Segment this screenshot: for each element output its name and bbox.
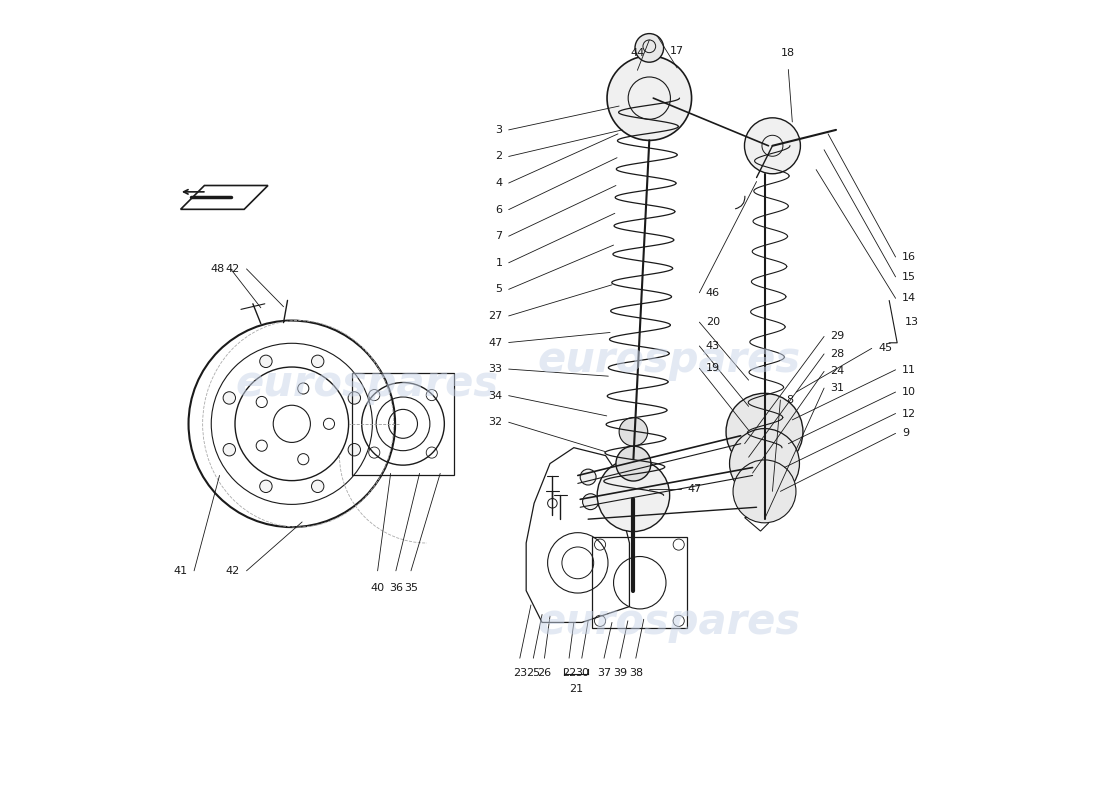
Text: 14: 14 [902,294,916,303]
Text: 13: 13 [905,317,920,326]
Text: 19: 19 [706,363,719,374]
Text: 22: 22 [562,668,576,678]
Text: 11: 11 [902,365,916,375]
Text: 42: 42 [226,566,240,576]
Text: 36: 36 [389,582,403,593]
Text: 6: 6 [495,205,503,214]
Text: 7: 7 [495,231,503,242]
Text: 17: 17 [670,46,684,56]
Text: 16: 16 [902,252,916,262]
Text: 47: 47 [488,338,503,347]
Text: 12: 12 [902,409,916,418]
Circle shape [634,482,652,501]
Text: eurospares: eurospares [538,339,801,382]
Text: 23: 23 [513,668,527,678]
Text: eurospares: eurospares [538,602,801,643]
Text: 4: 4 [495,178,503,188]
Text: 9: 9 [902,428,909,438]
Text: 45: 45 [878,343,892,354]
Text: 46: 46 [706,288,719,298]
Circle shape [583,494,598,510]
Text: 30: 30 [575,668,589,678]
Text: 33: 33 [488,364,503,374]
Circle shape [728,430,745,446]
Text: 18: 18 [781,47,795,58]
Text: 3: 3 [495,125,503,135]
Circle shape [311,480,323,493]
Text: 21: 21 [569,685,583,694]
Circle shape [745,118,801,174]
Text: 2: 2 [495,151,503,162]
Text: 32: 32 [488,418,503,427]
Circle shape [616,446,651,481]
Text: 5: 5 [495,284,503,294]
Circle shape [619,418,648,446]
Text: 34: 34 [488,390,503,401]
Text: 15: 15 [902,272,916,282]
Text: 26: 26 [538,668,551,678]
Circle shape [580,469,596,485]
Circle shape [223,392,235,404]
Text: 1: 1 [495,258,503,268]
Text: 44: 44 [630,48,645,58]
Text: 40: 40 [371,582,385,593]
Circle shape [739,461,755,477]
Text: 38: 38 [629,668,642,678]
Text: 25: 25 [526,668,540,678]
Circle shape [729,429,800,498]
Text: 20: 20 [706,317,719,327]
Circle shape [311,355,323,367]
Circle shape [733,460,796,523]
Circle shape [635,34,663,62]
Text: 43: 43 [706,341,719,351]
Text: 47: 47 [688,484,702,494]
Text: 29: 29 [830,331,845,342]
Circle shape [597,459,670,531]
Text: 37: 37 [597,668,612,678]
Circle shape [348,392,361,404]
Text: 8: 8 [786,395,794,405]
Text: 27: 27 [488,311,503,321]
Circle shape [260,480,272,493]
Text: eurospares: eurospares [235,363,498,405]
Text: 39: 39 [613,668,627,678]
Circle shape [607,56,692,140]
Circle shape [260,355,272,367]
Text: 31: 31 [830,383,845,393]
Circle shape [223,443,235,456]
Text: 41: 41 [174,566,188,576]
Text: 35: 35 [404,582,418,593]
Text: 42: 42 [226,264,240,274]
Circle shape [348,443,361,456]
Circle shape [726,394,803,470]
Text: 28: 28 [830,349,845,359]
Text: 48: 48 [210,264,224,274]
Text: 10: 10 [902,387,916,397]
Text: 24: 24 [830,366,845,376]
